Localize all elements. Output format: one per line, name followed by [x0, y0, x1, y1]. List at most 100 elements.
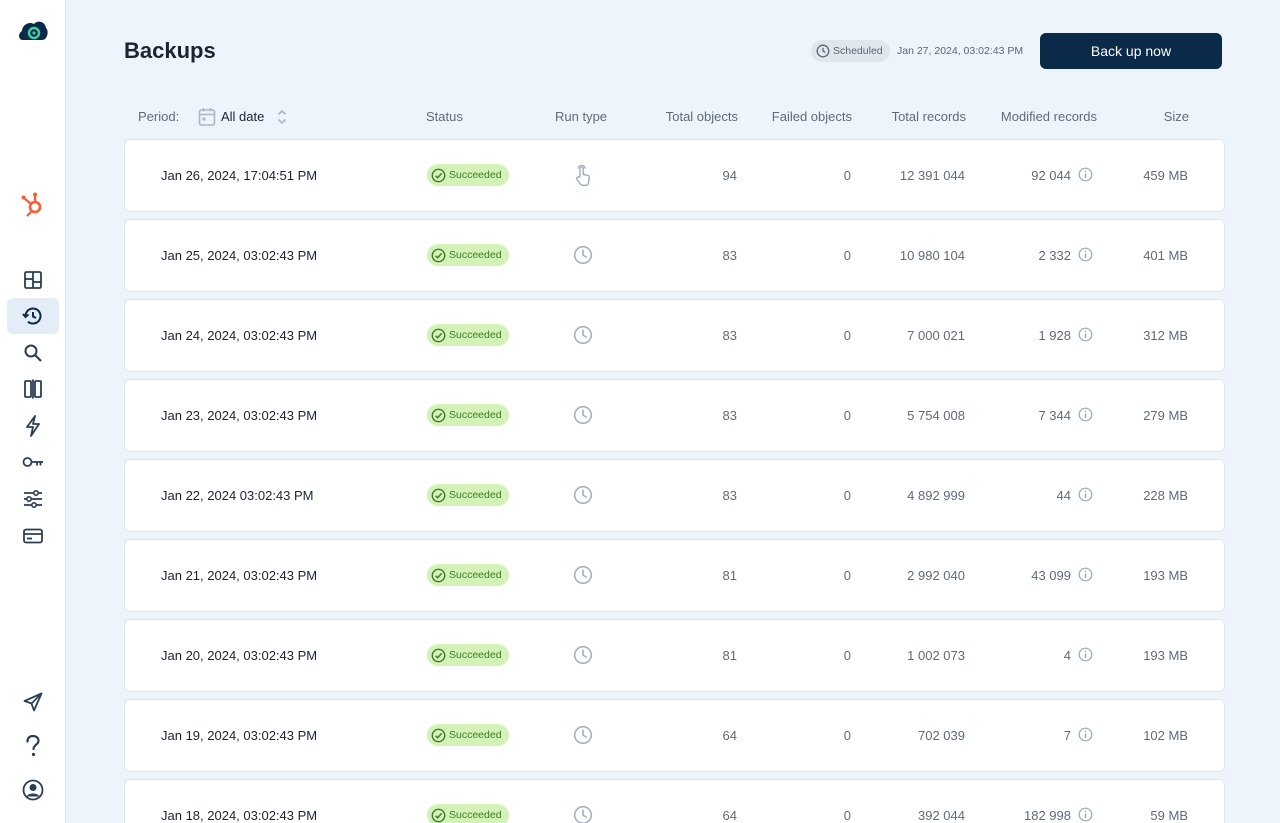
period-select[interactable]: All date: [221, 109, 265, 124]
check-circle-icon: [431, 248, 446, 262]
info-icon[interactable]: [1078, 407, 1093, 425]
failed-objects: 0: [843, 328, 851, 343]
status-label: Succeeded: [449, 329, 502, 341]
status-badge: Succeeded: [427, 564, 509, 586]
run-type: [573, 164, 593, 190]
failed-objects: 0: [843, 568, 851, 583]
search-icon: [24, 344, 42, 362]
backup-size: 193 MB: [1143, 568, 1188, 583]
status-label: Succeeded: [449, 729, 502, 741]
modified-records: 44: [1056, 488, 1071, 503]
table-header: Period: All date Status Run type Total o…: [0, 108, 1280, 126]
failed-objects: 0: [843, 408, 851, 423]
failed-objects: 0: [843, 648, 851, 663]
account-nav[interactable]: [7, 772, 59, 808]
info-icon[interactable]: [1078, 247, 1093, 265]
compare-icon: [24, 379, 42, 399]
status-badge: Succeeded: [427, 244, 509, 266]
info-icon[interactable]: [1078, 327, 1093, 345]
search-nav[interactable]: [7, 335, 59, 371]
total-objects: 83: [722, 488, 737, 503]
backup-size: 312 MB: [1143, 328, 1188, 343]
table-row[interactable]: Jan 26, 2024, 17:04:51 PM Succeeded 94 0…: [124, 139, 1225, 212]
total-objects: 81: [722, 568, 737, 583]
calendar-icon[interactable]: [198, 107, 216, 127]
key-icon: [22, 457, 43, 467]
backup-date: Jan 25, 2024, 03:02:43 PM: [161, 248, 318, 263]
column-total-objects: Total objects: [665, 109, 738, 124]
page-title: Backups: [124, 38, 216, 63]
status-badge: Succeeded: [427, 324, 509, 346]
status-badge: Succeeded: [427, 644, 509, 666]
back-up-now-button[interactable]: Back up now: [1040, 33, 1222, 69]
next-backup-date: Jan 27, 2024, 03:02:43 PM: [897, 45, 1024, 57]
modified-records: 43 099: [1031, 568, 1071, 583]
backups-nav[interactable]: [7, 298, 59, 334]
backup-size: 59 MB: [1150, 808, 1188, 823]
total-records: 702 039: [918, 728, 965, 743]
backup-size: 102 MB: [1143, 728, 1188, 743]
check-circle-icon: [431, 168, 446, 182]
table-row[interactable]: Jan 21, 2024, 03:02:43 PM Succeeded 81 0…: [124, 539, 1225, 612]
status-label: Succeeded: [449, 249, 502, 261]
info-icon[interactable]: [1078, 167, 1093, 185]
app-logo-icon: [19, 21, 48, 40]
table-row[interactable]: Jan 19, 2024, 03:02:43 PM Succeeded 64 0…: [124, 699, 1225, 772]
scheduled-clock-icon: [573, 725, 593, 745]
sidebar: [0, 0, 66, 823]
total-records: 2 992 040: [907, 568, 965, 583]
modified-records: 2 332: [1038, 248, 1071, 263]
status-label: Succeeded: [449, 649, 502, 661]
app-logo[interactable]: [7, 14, 59, 50]
total-records: 392 044: [918, 808, 965, 823]
billing-card-icon: [23, 528, 43, 544]
backups-history-icon: [22, 307, 42, 325]
compare-nav[interactable]: [7, 371, 59, 407]
dashboard-nav[interactable]: [7, 262, 59, 298]
table-row[interactable]: Jan 20, 2024, 03:02:43 PM Succeeded 81 0…: [124, 619, 1225, 692]
help-icon: [26, 735, 40, 757]
getting-started-nav[interactable]: [7, 684, 59, 720]
clock-icon: [816, 44, 830, 58]
table-row[interactable]: Jan 25, 2024, 03:02:43 PM Succeeded 83 0…: [124, 219, 1225, 292]
column-total-records: Total records: [891, 109, 966, 124]
info-icon[interactable]: [1078, 807, 1093, 823]
info-icon[interactable]: [1078, 487, 1093, 505]
status-label: Succeeded: [449, 169, 502, 181]
modified-records: 182 998: [1024, 808, 1071, 823]
hubspot-nav[interactable]: [7, 186, 59, 222]
column-size: Size: [1163, 109, 1189, 124]
failed-objects: 0: [843, 248, 851, 263]
sort-updown-icon[interactable]: [276, 107, 288, 127]
table-row[interactable]: Jan 18, 2024, 03:02:43 PM Succeeded 64 0…: [124, 779, 1225, 823]
schedule-badge: Scheduled: [811, 40, 890, 62]
info-icon[interactable]: [1078, 647, 1093, 665]
automation-nav[interactable]: [7, 408, 59, 444]
total-records: 12 391 044: [899, 168, 965, 183]
info-icon[interactable]: [1078, 567, 1093, 585]
check-circle-icon: [431, 808, 446, 822]
failed-objects: 0: [843, 488, 851, 503]
modified-records: 92 044: [1031, 168, 1071, 183]
total-objects: 83: [722, 248, 737, 263]
run-type: [573, 645, 593, 668]
manual-hand-icon: [575, 164, 590, 186]
access-keys-nav[interactable]: [7, 444, 59, 480]
run-type: [573, 565, 593, 588]
table-row[interactable]: Jan 23, 2024, 03:02:43 PM Succeeded 83 0…: [124, 379, 1225, 452]
scheduled-clock-icon: [573, 805, 593, 823]
table-row[interactable]: Jan 24, 2024, 03:02:43 PM Succeeded 83 0…: [124, 299, 1225, 372]
modified-records: 4: [1063, 648, 1071, 663]
total-records: 4 892 999: [907, 488, 965, 503]
modified-records: 7: [1063, 728, 1071, 743]
scheduled-clock-icon: [573, 405, 593, 425]
run-type: [573, 405, 593, 428]
table-row[interactable]: Jan 22, 2024 03:02:43 PM Succeeded 83 0 …: [124, 459, 1225, 532]
info-icon[interactable]: [1078, 727, 1093, 745]
settings-nav[interactable]: [7, 481, 59, 517]
billing-nav[interactable]: [7, 518, 59, 554]
status-badge: Succeeded: [427, 724, 509, 746]
backup-date: Jan 26, 2024, 17:04:51 PM: [161, 168, 318, 183]
status-badge: Succeeded: [427, 404, 509, 426]
help-nav[interactable]: [7, 728, 59, 764]
